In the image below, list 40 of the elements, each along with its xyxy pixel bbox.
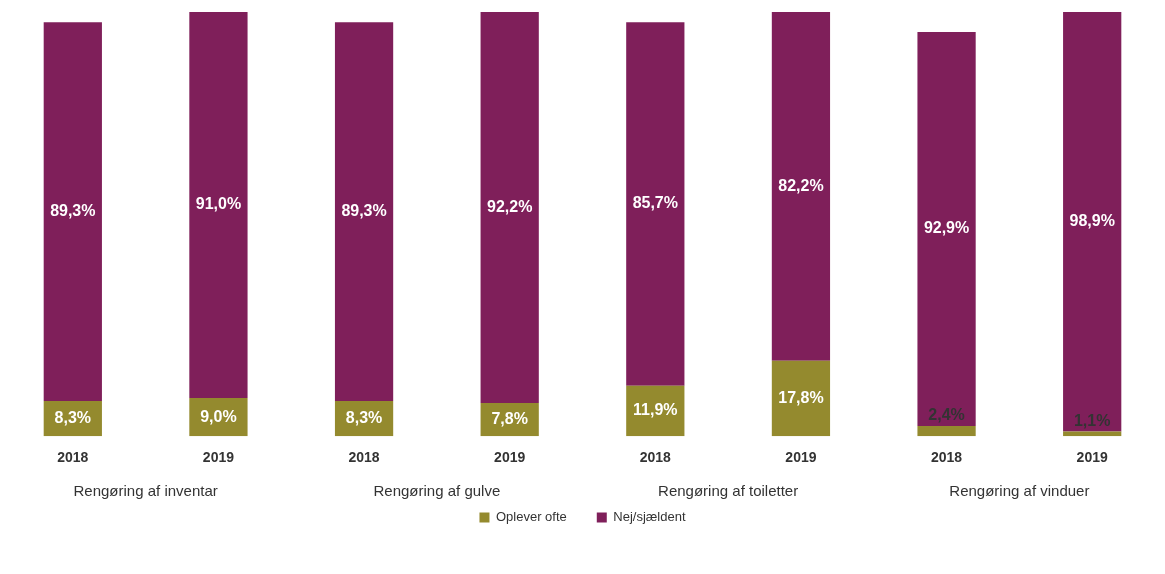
bar xyxy=(334,22,394,401)
bar xyxy=(771,12,831,361)
legend-label: Oplever ofte xyxy=(495,509,567,525)
data-label: 98,9% xyxy=(1069,212,1115,230)
x-tick-label: 2019 xyxy=(1076,449,1108,466)
bar xyxy=(626,22,685,386)
bar xyxy=(771,360,831,437)
x-tick-label: 2018 xyxy=(57,449,89,466)
x-tick-label: 2019 xyxy=(785,449,817,466)
data-label: 7,8% xyxy=(491,410,528,428)
bar xyxy=(917,426,976,437)
data-label: 82,2% xyxy=(778,176,824,194)
bar xyxy=(1063,12,1122,432)
data-label: 9,0% xyxy=(200,407,237,425)
data-label: 2,4% xyxy=(928,406,965,424)
data-label: 8,3% xyxy=(345,409,383,426)
text: Rengøring af gulve xyxy=(373,482,501,500)
data-label: 91,0% xyxy=(195,195,242,213)
data-label: 85,7% xyxy=(632,194,678,212)
bar xyxy=(480,12,539,404)
legend-label: Nej/sjældent xyxy=(613,509,686,525)
x-tick-label: 2019 xyxy=(494,449,526,466)
data-label: 89,3% xyxy=(341,201,387,219)
bar xyxy=(43,22,102,401)
data-label: 17,8% xyxy=(778,388,824,406)
data-label: 92,9% xyxy=(923,219,970,237)
data-label: 1,1% xyxy=(1073,411,1111,429)
x-tick-label: 2018 xyxy=(930,449,963,466)
bar xyxy=(917,31,976,427)
data-label: 11,9% xyxy=(633,401,678,419)
x-tick-label: 2019 xyxy=(202,449,235,466)
data-label: 92,2% xyxy=(487,197,533,215)
bar xyxy=(189,12,248,399)
x-tick-label: 2018 xyxy=(639,449,672,466)
text: Rengøring af inventar xyxy=(73,482,218,500)
data-label: 8,3% xyxy=(54,409,92,426)
x-tick-label: 2018 xyxy=(348,449,380,466)
data-label: 89,3% xyxy=(50,201,96,219)
text: Rengøring af toiletter xyxy=(658,482,799,500)
text: Rengøring af vinduer xyxy=(949,482,1090,500)
